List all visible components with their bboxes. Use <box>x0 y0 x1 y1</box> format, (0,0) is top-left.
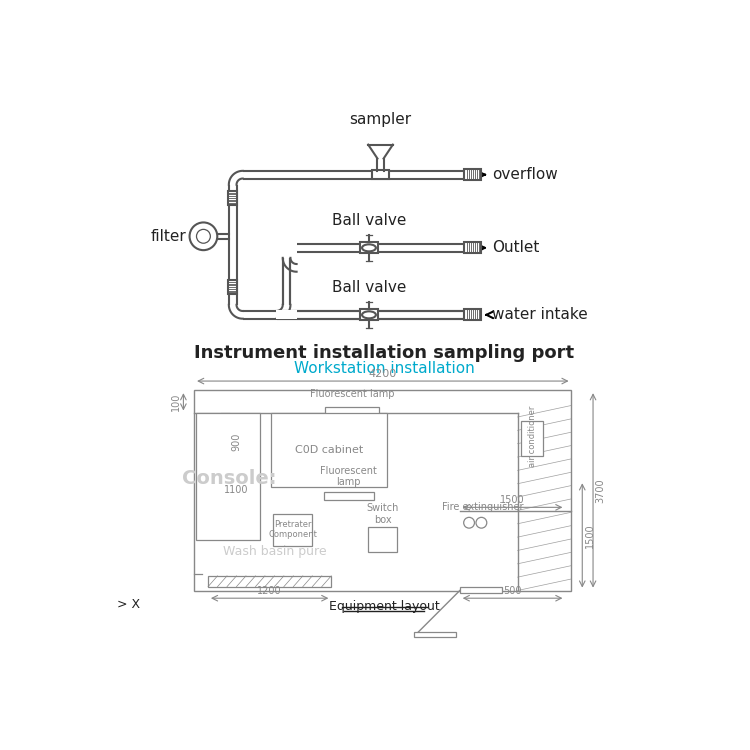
Circle shape <box>476 518 487 528</box>
Text: 1500: 1500 <box>584 524 595 548</box>
Bar <box>521 421 543 456</box>
Text: sampler: sampler <box>350 112 412 127</box>
Text: > X: > X <box>117 598 140 610</box>
Text: Workstation installation: Workstation installation <box>294 362 475 376</box>
Text: 4200: 4200 <box>369 369 397 379</box>
Bar <box>414 632 456 637</box>
Circle shape <box>190 223 217 251</box>
Text: Fire extinguisher: Fire extinguisher <box>442 502 524 512</box>
Bar <box>360 242 378 254</box>
Bar <box>368 527 398 552</box>
Text: Switch
box: Switch box <box>367 503 399 525</box>
Text: Equipment layout: Equipment layout <box>329 600 440 613</box>
Bar <box>325 407 379 415</box>
Text: 100: 100 <box>171 393 181 411</box>
Text: 1100: 1100 <box>224 485 249 496</box>
Bar <box>464 170 482 180</box>
Text: C0D cabinet: C0D cabinet <box>295 445 363 455</box>
Ellipse shape <box>362 311 376 318</box>
Bar <box>196 413 260 541</box>
Bar <box>323 492 374 500</box>
Text: Instrument installation sampling port: Instrument installation sampling port <box>194 344 574 362</box>
Bar <box>360 310 378 320</box>
Text: 1500: 1500 <box>500 495 525 505</box>
Text: air conditioner: air conditioner <box>529 406 538 467</box>
Bar <box>228 190 237 205</box>
Text: Console:: Console: <box>182 470 276 488</box>
Text: 500: 500 <box>503 586 522 596</box>
Bar <box>208 576 332 586</box>
Text: Ball valve: Ball valve <box>332 280 406 295</box>
Bar <box>276 310 297 320</box>
Circle shape <box>464 518 475 528</box>
Ellipse shape <box>362 244 376 251</box>
Bar <box>372 170 389 179</box>
Bar <box>274 514 312 546</box>
Text: 900: 900 <box>232 433 242 451</box>
Text: filter: filter <box>151 229 187 244</box>
Bar <box>228 280 237 294</box>
Text: 3700: 3700 <box>596 478 605 502</box>
Text: overflow: overflow <box>492 167 558 182</box>
Text: Fluorescent lamp: Fluorescent lamp <box>310 388 394 399</box>
Text: Ball valve: Ball valve <box>332 213 406 228</box>
Text: Wash basin pure: Wash basin pure <box>224 545 327 559</box>
Bar <box>460 586 503 592</box>
Text: water intake: water intake <box>492 308 588 322</box>
Bar <box>194 390 572 590</box>
Bar <box>464 242 482 254</box>
Bar <box>272 413 387 487</box>
Text: Outlet: Outlet <box>492 240 539 255</box>
Text: Fluorescent
lamp: Fluorescent lamp <box>320 466 376 488</box>
Text: Pretrater
Component: Pretrater Component <box>268 520 317 539</box>
Bar <box>464 310 482 320</box>
Circle shape <box>196 230 210 243</box>
Text: 1200: 1200 <box>257 586 282 596</box>
